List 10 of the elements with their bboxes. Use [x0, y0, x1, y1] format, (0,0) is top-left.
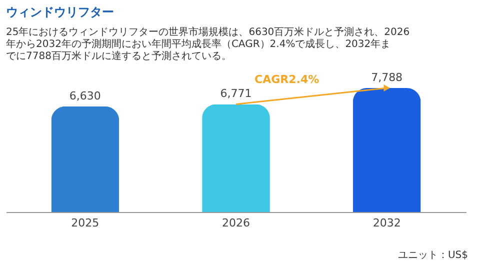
data-label: 6,630	[69, 89, 101, 102]
text: CAGR2.4%	[254, 73, 320, 86]
data-label: 7,788	[371, 71, 403, 84]
x-tick-label: 2032	[372, 216, 401, 230]
data-label: 6,771	[220, 87, 252, 100]
text: ユニット：US$	[398, 249, 468, 262]
chart-title: ウィンドウリフター	[6, 5, 114, 19]
x-tick-label: 2025	[71, 216, 100, 230]
x-tick-label: 2026	[222, 216, 250, 230]
chart-subtitle: 25年におけるウィンドウリフターの世界市場規模は、6630百万米ドルと予測され、2026年から2032年の予測期間におい年間平均成長率（CAGR）2.4%で成長し、2032年までに7788百万米ドルに達すると予測されている。	[6, 26, 410, 62]
